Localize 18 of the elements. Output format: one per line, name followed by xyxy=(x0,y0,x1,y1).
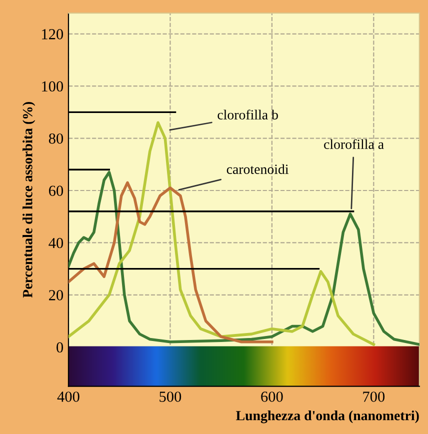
annotation: clorofilla a xyxy=(324,139,384,150)
line-series xyxy=(68,121,376,346)
y-tick-label: 60 xyxy=(49,186,64,196)
y-tick-label: 40 xyxy=(48,238,64,248)
x-tick-label: 400 xyxy=(57,392,80,402)
annotation: clorofilla b xyxy=(218,110,278,120)
y-tick-label: 0 xyxy=(56,342,64,353)
x-tick-label: 700 xyxy=(363,392,385,402)
y-axis-title: Percentuale di luce assorbita (%) xyxy=(22,102,36,298)
annotation: carotenoidi xyxy=(226,164,289,174)
x-tick-label: 600 xyxy=(261,392,283,402)
x-tick-label: 500 xyxy=(160,392,182,402)
y-tick-label: 20 xyxy=(49,290,64,300)
y-tick-label: 80 xyxy=(48,133,64,144)
x-axis-title: Lunghezza d'onda (nanometri) xyxy=(236,410,419,424)
y-tick-label: 100 xyxy=(42,81,64,92)
line-series xyxy=(68,181,274,344)
y-tick-label: 120 xyxy=(42,29,64,40)
